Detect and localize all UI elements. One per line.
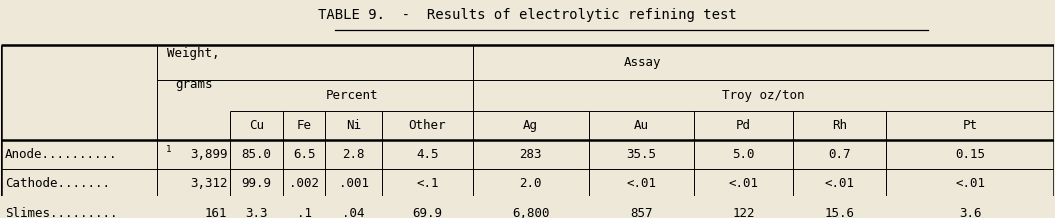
Text: 3,312: 3,312 xyxy=(190,177,227,191)
Text: 2.8: 2.8 xyxy=(343,148,365,161)
Text: 0.7: 0.7 xyxy=(828,148,850,161)
Text: 3.6: 3.6 xyxy=(959,207,981,218)
Text: 99.9: 99.9 xyxy=(242,177,272,191)
Text: 6,800: 6,800 xyxy=(512,207,550,218)
Text: Rh: Rh xyxy=(832,119,847,132)
Text: 4.5: 4.5 xyxy=(416,148,439,161)
Text: Percent: Percent xyxy=(325,89,378,102)
Text: 3,899: 3,899 xyxy=(190,148,227,161)
Text: 122: 122 xyxy=(732,207,754,218)
Text: .001: .001 xyxy=(339,177,368,191)
Text: Pt: Pt xyxy=(962,119,978,132)
Text: 5.0: 5.0 xyxy=(732,148,754,161)
Text: .04: .04 xyxy=(343,207,365,218)
Text: Ag: Ag xyxy=(523,119,538,132)
Text: Slimes.........: Slimes......... xyxy=(5,207,117,218)
Text: <.01: <.01 xyxy=(627,177,656,191)
Text: Ni: Ni xyxy=(346,119,361,132)
Text: 0.15: 0.15 xyxy=(955,148,985,161)
Text: 3.3: 3.3 xyxy=(246,207,268,218)
Text: 15.6: 15.6 xyxy=(824,207,855,218)
Text: 857: 857 xyxy=(630,207,653,218)
Text: 85.0: 85.0 xyxy=(242,148,272,161)
Text: <.01: <.01 xyxy=(729,177,759,191)
Text: .1: .1 xyxy=(296,207,311,218)
Text: grams: grams xyxy=(175,78,212,91)
Text: Pd: Pd xyxy=(736,119,751,132)
Text: 2.0: 2.0 xyxy=(519,177,542,191)
Text: Troy oz/ton: Troy oz/ton xyxy=(723,89,805,102)
Text: 1: 1 xyxy=(166,145,172,154)
Text: Au: Au xyxy=(634,119,649,132)
Text: Fe: Fe xyxy=(296,119,311,132)
Text: Other: Other xyxy=(408,119,446,132)
Text: 161: 161 xyxy=(205,207,227,218)
Text: <.01: <.01 xyxy=(955,177,985,191)
Text: 35.5: 35.5 xyxy=(627,148,656,161)
Text: Cathode.......: Cathode....... xyxy=(5,177,110,191)
Text: 69.9: 69.9 xyxy=(413,207,442,218)
Text: Cu: Cu xyxy=(249,119,264,132)
Text: 283: 283 xyxy=(519,148,542,161)
Text: 6.5: 6.5 xyxy=(293,148,315,161)
Text: Weight,: Weight, xyxy=(168,46,219,60)
Text: TABLE 9.  -  Results of electrolytic refining test: TABLE 9. - Results of electrolytic refin… xyxy=(319,7,736,22)
Text: <.01: <.01 xyxy=(824,177,855,191)
Text: Anode..........: Anode.......... xyxy=(5,148,117,161)
Text: <.1: <.1 xyxy=(416,177,439,191)
Text: .002: .002 xyxy=(289,177,319,191)
Text: Assay: Assay xyxy=(624,56,661,69)
